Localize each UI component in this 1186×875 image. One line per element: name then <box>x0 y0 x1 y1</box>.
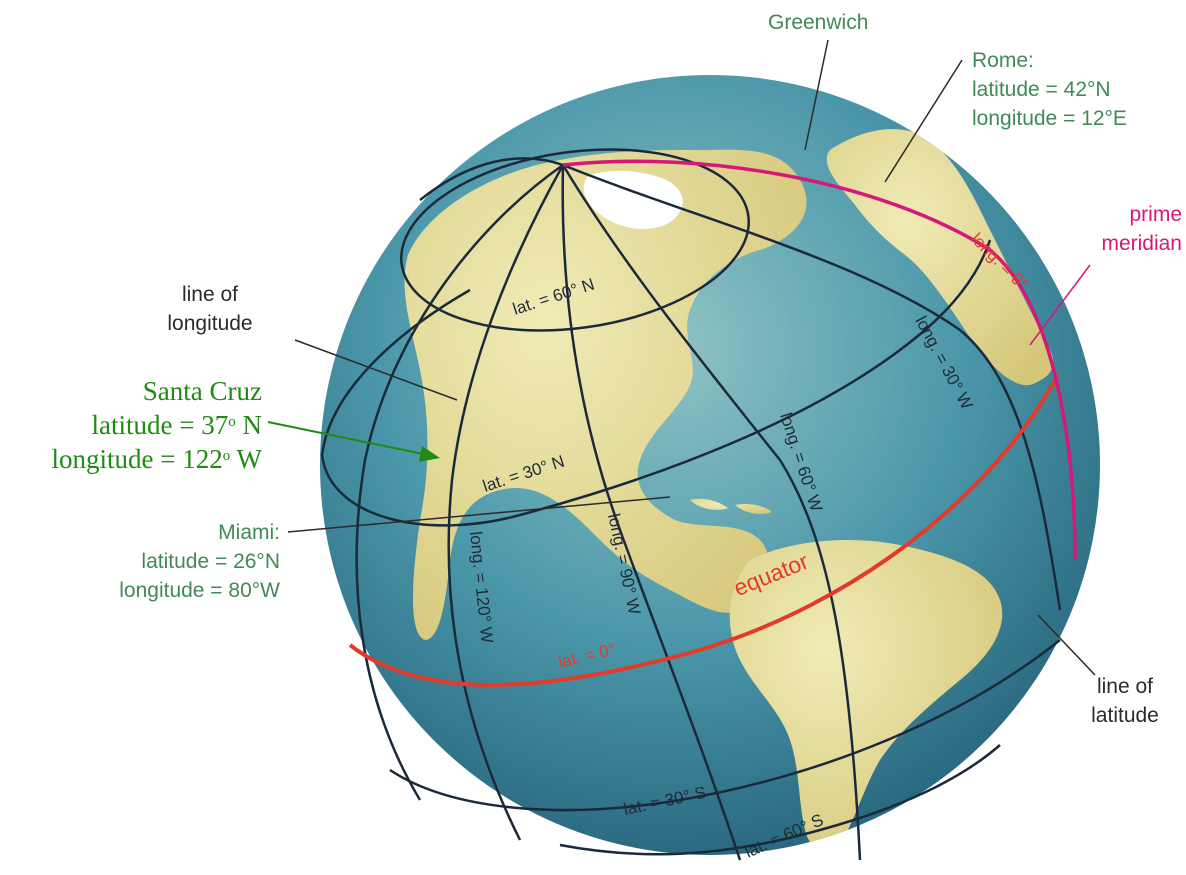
latitude-line-30n-back <box>320 288 471 456</box>
longitude-line-60w <box>561 164 862 861</box>
line-of-longitude-label-line1: line of <box>181 283 239 306</box>
rome-longitude: longitude = 12°E <box>972 107 1127 130</box>
greenwich-label: Greenwich <box>768 11 869 34</box>
miami-label: Miami: latitude = 26°N longitude = 80°W <box>30 518 280 605</box>
longitude-line-30w <box>562 163 1062 611</box>
line-of-latitude-label-line2: latitude <box>1091 704 1159 727</box>
latitude-leader <box>1037 614 1096 676</box>
latitude-line-30n <box>320 239 992 527</box>
longitude-leader <box>294 339 458 401</box>
santa-cruz-title: Santa Cruz <box>142 376 262 406</box>
prime-meridian-label-line1: prime <box>1129 203 1182 226</box>
miami-title: Miami: <box>218 521 280 544</box>
longitude-line-150w <box>355 163 564 801</box>
prime-meridian-line <box>562 159 1077 561</box>
line-of-longitude-label-line2: longitude <box>167 312 253 335</box>
greenland-ice <box>583 170 683 230</box>
longitude-line-back <box>419 157 564 201</box>
latitude-line-60s <box>559 744 1001 856</box>
line-of-latitude-label: line of latitude <box>1070 672 1180 730</box>
miami-latitude: latitude = 26°N <box>141 550 280 573</box>
latitude-line-60n <box>400 148 750 332</box>
prime-meridian-label: prime meridian <box>1060 200 1182 258</box>
north-america-landmass <box>404 149 807 640</box>
prime-meridian-leader <box>1029 264 1091 346</box>
miami-longitude: longitude = 80°W <box>119 579 280 602</box>
longitude-lines <box>355 157 1062 861</box>
caribbean-islands <box>690 498 772 514</box>
longitude-line-120w <box>447 164 565 841</box>
rome-title: Rome: <box>972 49 1034 72</box>
europe-africa-landmass <box>826 129 1054 386</box>
prime-meridian-label-line2: meridian <box>1101 232 1182 255</box>
longitude-line-90w <box>561 164 742 861</box>
santa-cruz-arrowhead <box>419 446 440 462</box>
santa-cruz-arrow-shaft <box>267 421 429 456</box>
equator-line <box>348 374 1060 687</box>
santa-cruz-latitude: latitude = 37o N <box>91 410 262 440</box>
line-of-latitude-label-line1: line of <box>1096 675 1154 698</box>
rome-label: Rome: latitude = 42°N longitude = 12°E <box>972 46 1127 133</box>
santa-cruz-longitude: longitude = 122o W <box>51 444 262 474</box>
latitude-lines <box>320 148 1061 856</box>
latitude-line-30s <box>389 639 1061 812</box>
greenwich-leader <box>804 39 829 151</box>
line-of-longitude-label: line of longitude <box>130 280 290 338</box>
rome-leader <box>884 59 963 183</box>
santa-cruz-label: Santa Cruz latitude = 37o N longitude = … <box>0 374 262 476</box>
south-america-landmass <box>729 540 1003 853</box>
leader-lines <box>267 39 1096 676</box>
miami-leader <box>287 496 671 533</box>
rome-latitude: latitude = 42°N <box>972 78 1111 101</box>
